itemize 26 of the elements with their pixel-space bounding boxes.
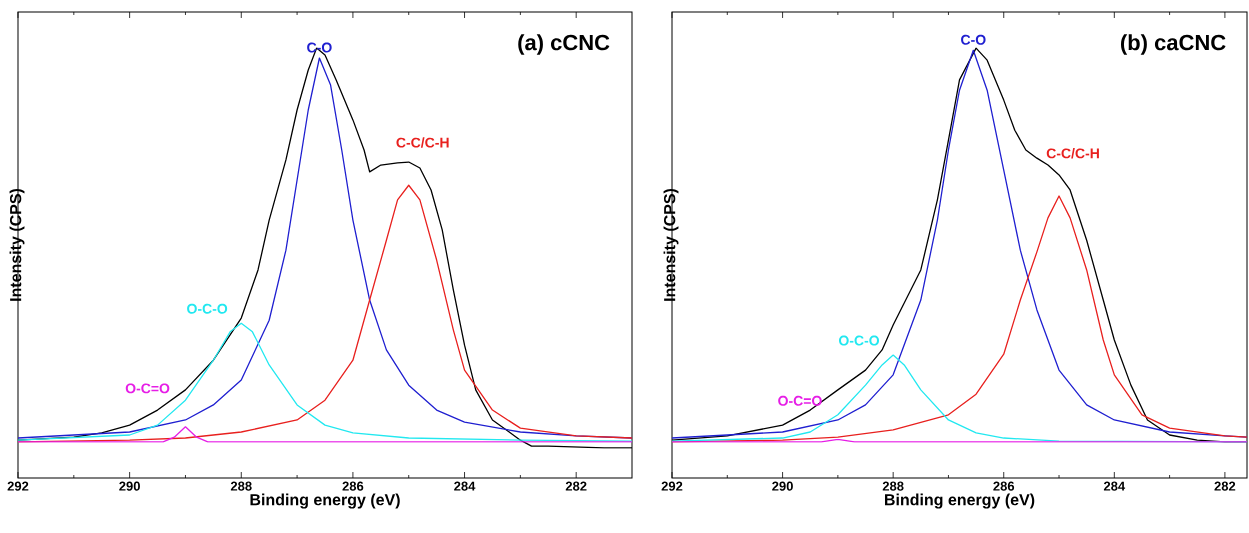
x-tick-label: 286 bbox=[342, 481, 364, 491]
x-tick-label: 290 bbox=[119, 481, 140, 491]
x-tick-label: 288 bbox=[230, 481, 252, 491]
x-tick-label: 284 bbox=[454, 481, 476, 491]
series-label: C-O bbox=[307, 42, 332, 53]
text: C-C/C-H bbox=[396, 137, 449, 148]
text: O-C=O bbox=[778, 395, 822, 406]
x-tick-label: 290 bbox=[772, 481, 793, 491]
x-tick-label: 282 bbox=[1214, 481, 1236, 491]
x-tick-label: 286 bbox=[993, 481, 1015, 491]
x-tick-label: 292 bbox=[7, 481, 29, 491]
text: C-C/C-H bbox=[1046, 148, 1099, 159]
x-axis-title: Binding energy (eV) bbox=[885, 493, 1035, 509]
x-tick-label: 288 bbox=[882, 481, 904, 491]
series-label: O-C-O bbox=[838, 335, 880, 346]
x-axis-title: Binding energy (eV) bbox=[250, 493, 400, 509]
text: O-C=O bbox=[125, 383, 170, 394]
x-tick-label: 292 bbox=[661, 481, 683, 491]
y-axis-title: Intensity (CPS) bbox=[663, 188, 679, 301]
x-tick-label: 282 bbox=[565, 481, 587, 491]
chart-title: (b) caCNC bbox=[1120, 34, 1226, 55]
x-tick-label: 284 bbox=[1103, 481, 1126, 491]
y-axis-title: Intensity (CPS) bbox=[9, 188, 25, 301]
series-label: C-O bbox=[961, 34, 986, 45]
series-label: O-C-O bbox=[187, 303, 228, 314]
chart-title: (a) cCNC bbox=[518, 34, 610, 55]
